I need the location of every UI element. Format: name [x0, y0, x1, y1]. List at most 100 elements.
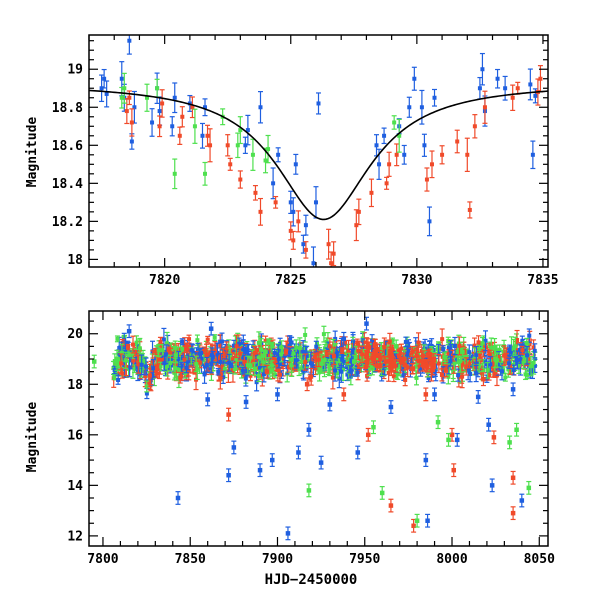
data-point — [414, 513, 420, 528]
data-point — [383, 355, 389, 368]
data-point — [443, 364, 449, 378]
data-point — [147, 363, 153, 388]
data-point — [154, 364, 160, 374]
data-point — [99, 74, 105, 103]
data-point — [237, 170, 243, 189]
data-point — [261, 366, 267, 383]
data-point — [226, 407, 232, 422]
data-point — [479, 52, 485, 86]
data-point — [139, 354, 145, 376]
data-point — [424, 361, 430, 373]
data-point — [527, 68, 533, 101]
y-tick-label: 14 — [67, 479, 83, 494]
data-point — [454, 129, 460, 154]
data-point — [293, 153, 299, 175]
data-point — [304, 377, 310, 392]
data-point — [215, 367, 221, 376]
data-point — [285, 526, 291, 541]
data-point — [381, 127, 387, 145]
data-point — [202, 98, 208, 117]
data-point — [406, 96, 412, 118]
data-point — [390, 357, 396, 369]
data-point — [486, 417, 492, 432]
data-point — [313, 340, 319, 353]
data-point — [394, 143, 400, 167]
data-point — [436, 353, 442, 374]
data-point — [310, 246, 316, 267]
data-point — [179, 106, 185, 128]
data-point — [303, 214, 309, 236]
data-point — [149, 108, 155, 137]
data-point — [193, 355, 199, 373]
data-point — [452, 336, 458, 356]
data-point — [502, 75, 508, 101]
data-point — [169, 116, 175, 137]
data-point — [364, 356, 370, 368]
data-point — [242, 136, 248, 154]
data-point — [316, 352, 322, 368]
data-point — [295, 210, 301, 233]
data-point — [205, 335, 211, 344]
data-point — [308, 367, 314, 386]
data-point — [454, 432, 460, 447]
data-point — [464, 137, 470, 172]
data-point — [199, 122, 205, 149]
data-point — [507, 435, 513, 450]
data-point — [326, 228, 332, 260]
data-point — [388, 498, 394, 513]
data-point — [449, 427, 455, 442]
data-point — [252, 362, 258, 377]
data-point — [510, 382, 516, 397]
bottom-ylabel: Magnitude — [25, 402, 40, 473]
data-point — [515, 81, 521, 95]
data-point — [231, 440, 237, 455]
data-point — [303, 241, 309, 259]
data-point — [135, 354, 141, 374]
data-point — [269, 453, 275, 468]
data-point — [126, 324, 132, 339]
data-point — [426, 206, 432, 237]
data-point — [316, 92, 321, 115]
data-point — [265, 338, 271, 346]
plot-area — [89, 35, 548, 267]
data-point — [374, 134, 380, 157]
data-point — [167, 354, 173, 372]
data-point — [130, 335, 136, 354]
data-point — [250, 138, 256, 171]
data-point — [269, 341, 275, 349]
data-point — [290, 197, 296, 227]
data-point — [463, 357, 469, 376]
data-point — [519, 493, 525, 508]
data-point — [466, 344, 472, 360]
data-point — [318, 455, 324, 470]
data-point — [327, 397, 333, 412]
data-point — [366, 341, 372, 354]
data-point — [384, 176, 390, 190]
data-point — [429, 150, 435, 179]
data-point — [179, 338, 185, 346]
data-point — [365, 427, 371, 442]
data-point — [269, 360, 275, 371]
y-tick-label: 19 — [67, 63, 83, 78]
data-point — [172, 82, 178, 114]
data-point — [290, 230, 296, 250]
y-tick-label: 18.2 — [52, 215, 83, 230]
data-point — [143, 357, 149, 376]
data-point — [451, 463, 457, 478]
data-point — [379, 486, 385, 500]
bottom-panel: 7800 7850 7900 7950 8000 8050 12 14 16 18 20 — [67, 310, 555, 567]
data-point — [393, 339, 399, 354]
data-point — [159, 89, 165, 118]
data-point — [126, 35, 132, 55]
data-point — [432, 387, 438, 402]
top-panel: 7820 7825 7830 7835 18 18.2 18.4 18.6 18.8 19 — [52, 34, 559, 288]
data-point — [175, 491, 181, 505]
data-point — [295, 445, 301, 460]
data-point — [302, 327, 308, 343]
data-point — [482, 90, 488, 124]
data-point — [494, 352, 500, 368]
data-point — [530, 140, 536, 170]
data-point — [131, 90, 137, 124]
data-point — [391, 115, 397, 130]
data-point — [410, 362, 416, 375]
